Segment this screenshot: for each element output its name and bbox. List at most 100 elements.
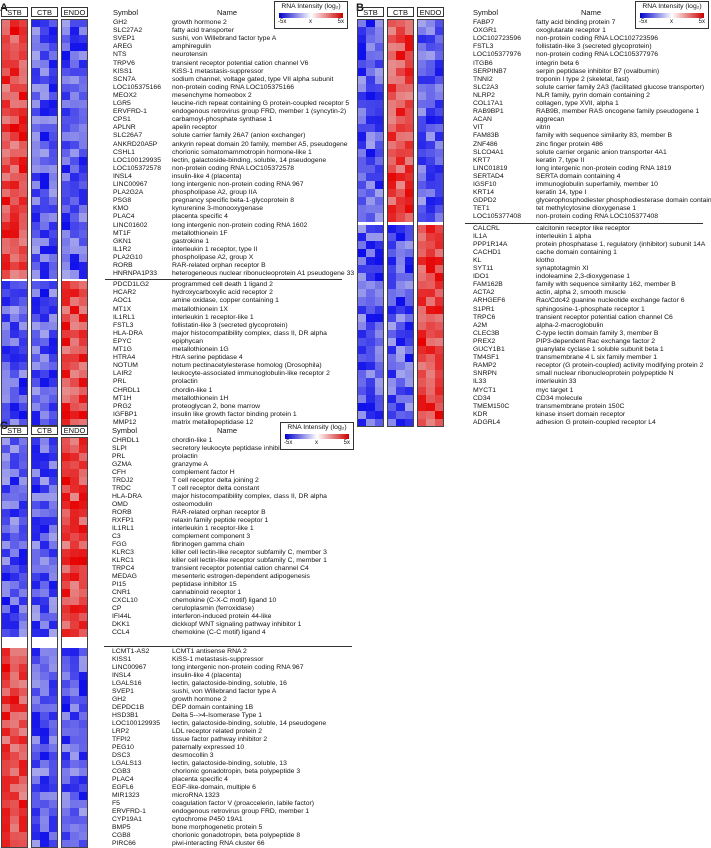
heatmap-cell (396, 205, 405, 214)
gene-symbol: LOC100129935 (113, 156, 161, 164)
heatmap-cell (396, 354, 405, 363)
gene-symbol: LOC105377408 (473, 213, 521, 221)
heatmap-cell (405, 181, 414, 190)
heatmap-cell (19, 680, 28, 689)
heatmap-cell (49, 621, 58, 630)
heatmap-cell (31, 313, 40, 323)
heatmap-cell (19, 629, 28, 638)
gene-symbol: RORB (112, 509, 132, 516)
heatmap-cell (426, 297, 435, 306)
heatmap-cell (31, 394, 40, 404)
gene-name: chorionic somatomammotropin hormone-like… (172, 148, 312, 156)
gene-name: prolactin (172, 378, 198, 386)
heatmap-cell (70, 784, 79, 793)
heatmap-cell (10, 418, 19, 428)
heatmap-cell (1, 281, 10, 290)
gene-name: endogenous retrovirus group FRD, member … (172, 808, 310, 815)
gene-name: epiphycan (172, 337, 203, 345)
heatmap-cell (10, 27, 19, 36)
heatmap-cell (387, 337, 396, 347)
heatmap-cell (417, 156, 426, 166)
heatmap-cell (357, 265, 366, 274)
heatmap-cell (435, 181, 444, 190)
gene-symbol: PRG2 (113, 402, 132, 410)
heatmap-cell (40, 164, 49, 174)
heatmap-cell (40, 354, 49, 363)
heatmap-cell (61, 672, 70, 681)
heatmap-cell (70, 297, 79, 306)
heatmap-cell (79, 485, 88, 494)
heatmap-cell (31, 621, 40, 630)
heatmap-cell (61, 140, 70, 149)
heatmap-cell (1, 752, 10, 761)
gene-name: apelin receptor (172, 124, 217, 132)
gene-symbol: LINC00967 (113, 181, 148, 188)
heatmap-cell (61, 51, 70, 60)
gene-symbol: ACTA2 (473, 289, 495, 297)
gene-symbol: HNRNPA1P33 (113, 270, 158, 278)
heatmap-cell (79, 189, 88, 198)
heatmap-cell (10, 720, 19, 729)
heatmap-cell (366, 100, 375, 109)
heatmap-cell (79, 621, 88, 630)
heatmap-cell (375, 35, 384, 44)
heatmap-cell (1, 549, 10, 558)
heatmap-cell (375, 240, 384, 250)
heatmap-cell (19, 205, 28, 214)
heatmap-cell (10, 469, 19, 478)
gene-name: granzyme A (172, 461, 208, 468)
heatmap-cell (375, 19, 384, 28)
heatmap-cell (10, 493, 19, 502)
heatmap-cell (435, 197, 444, 206)
gene-symbol: ZNF486 (473, 140, 498, 148)
heatmap-cell (387, 394, 396, 404)
heatmap-cell (31, 760, 40, 769)
heatmap-cell (10, 270, 19, 279)
heatmap-cell (1, 469, 10, 478)
heatmap-cell (366, 362, 375, 371)
heatmap-cell (1, 189, 10, 198)
heatmap-cell (375, 232, 384, 242)
heatmap-cell (357, 35, 366, 44)
heatmap-cell (10, 736, 19, 745)
heatmap-cell (396, 346, 405, 355)
heatmap-cell (357, 197, 366, 206)
heatmap-cell (435, 362, 444, 371)
heatmap-cell (417, 321, 426, 331)
heatmap-cell (19, 589, 28, 598)
legend-min: -5x (639, 19, 648, 25)
gene-name: synaptotagmin XI (536, 265, 589, 272)
gene-symbol: LOC100129935 (112, 720, 160, 727)
heatmap-cell (79, 19, 88, 28)
heatmap-cell (405, 362, 414, 371)
heatmap-cell (1, 664, 10, 673)
heatmap-cell (405, 378, 414, 387)
gene-symbol: TMEM150C (473, 402, 510, 410)
gene-name: gastrokine 1 (172, 237, 210, 245)
heatmap-cell (79, 800, 88, 809)
heatmap-cell (49, 581, 58, 590)
heatmap-cell (387, 402, 396, 412)
heatmap-cell (40, 485, 49, 494)
heatmap-cell (405, 51, 414, 60)
gene-name: transient receptor potential cation chan… (172, 59, 309, 67)
heatmap-cell (79, 656, 88, 665)
heatmap-cell (31, 736, 40, 745)
heatmap-cell (31, 704, 40, 713)
gene-name: NLR family, pyrin domain containing 2 (536, 91, 650, 99)
heatmap-cell (49, 281, 58, 290)
heatmap-cell (61, 581, 70, 590)
heatmap-cell (19, 517, 28, 526)
heatmap-cell (31, 245, 40, 255)
gene-name: phospholipase A2, group X (172, 253, 254, 261)
gene-symbol: SYT11 (473, 265, 494, 272)
heatmap-cell (426, 108, 435, 117)
heatmap-cell (435, 148, 444, 158)
heatmap-cell (396, 240, 405, 250)
gene-symbol: TNNI2 (473, 75, 493, 83)
heatmap-cell (1, 477, 10, 486)
heatmap-cell (61, 108, 70, 117)
heatmap-cell (435, 321, 444, 331)
heatmap-cell (40, 565, 49, 574)
heatmap-cell (49, 83, 58, 93)
